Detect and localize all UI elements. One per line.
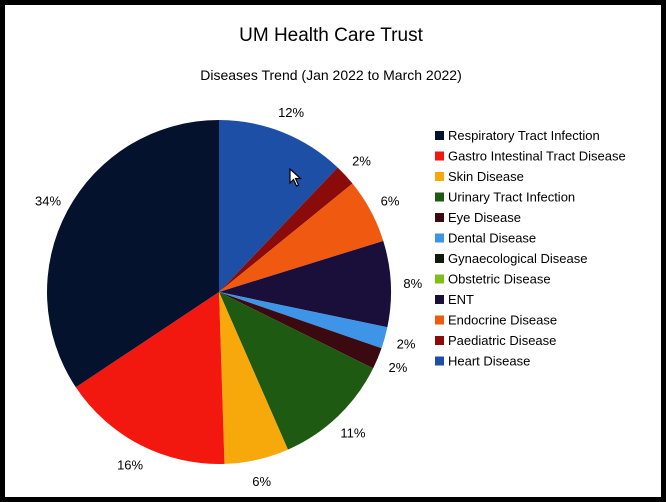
legend-swatch — [435, 315, 444, 325]
legend-swatch — [435, 233, 444, 243]
legend-label: Skin Disease — [448, 169, 524, 184]
pie-slice — [75, 292, 225, 464]
pie-chart: UM Health Care Trust Diseases Trend (Jan… — [35, 25, 626, 489]
pie-labels: 12% 2% 6% 8% 2% 2% 11% 6% 16% 34% — [35, 105, 423, 489]
slice-percent-label: 2% — [389, 360, 408, 375]
slice-percent-label: 16% — [117, 457, 143, 472]
pie-slice — [219, 183, 384, 292]
legend-label: Obstetric Disease — [448, 272, 551, 287]
slice-percent-label: 6% — [252, 474, 271, 489]
slice-percent-label: 8% — [403, 276, 422, 291]
legend-swatch — [435, 192, 444, 202]
pie-slices — [47, 120, 391, 464]
legend-swatch — [435, 172, 444, 181]
legend-label: Gastro Intestinal Tract Disease — [448, 149, 626, 164]
pie-slice — [219, 120, 338, 292]
legend-swatch — [435, 336, 444, 345]
legend-label: Gynaecological Disease — [448, 251, 587, 266]
legend-label: ENT — [448, 292, 474, 307]
chart-title: UM Health Care Trust — [239, 25, 423, 46]
legend-label: Urinary Tract Infection — [448, 190, 575, 205]
slice-percent-label: 2% — [397, 337, 416, 352]
legend-label: Endocrine Disease — [448, 313, 557, 328]
legend-swatch — [435, 131, 444, 140]
chart-subtitle: Diseases Trend (Jan 2022 to March 2022) — [200, 67, 461, 83]
legend-swatch — [435, 213, 444, 222]
pie-slice — [219, 292, 374, 450]
legend-label: Paediatric Disease — [448, 333, 556, 348]
legend-swatch — [435, 356, 444, 366]
legend-label: Eye Disease — [448, 210, 521, 225]
pie-slice — [47, 120, 219, 388]
mouse-pointer-icon — [289, 168, 303, 187]
legend-label: Respiratory Tract Infection — [448, 128, 600, 143]
pie-slice — [219, 240, 391, 328]
chart-frame: UM Health Care Trust Diseases Trend (Jan… — [5, 5, 661, 497]
pie-slice — [219, 292, 388, 349]
legend-swatch — [435, 274, 444, 284]
legend-label: Heart Disease — [448, 354, 530, 369]
slice-percent-label: 12% — [278, 105, 304, 120]
legend: Respiratory Tract Infection Gastro Intest… — [435, 128, 626, 369]
legend-swatch — [435, 295, 444, 304]
slice-percent-label: 34% — [35, 193, 61, 208]
legend-swatch — [435, 254, 444, 263]
pie-slice — [219, 167, 353, 292]
slice-percent-label: 6% — [381, 193, 400, 208]
legend-label: Dental Disease — [448, 231, 536, 246]
slice-percent-label: 11% — [340, 425, 365, 440]
slice-percent-label: 2% — [352, 153, 371, 168]
legend-swatch — [435, 151, 444, 161]
pie-slice — [219, 292, 288, 464]
pie-slice — [219, 292, 382, 369]
